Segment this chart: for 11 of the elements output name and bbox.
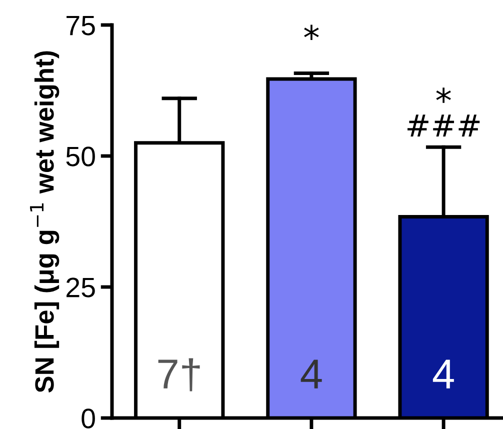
annotation: * (304, 24, 319, 40)
annotation: 4 (432, 360, 454, 388)
annotation: 4 (300, 360, 322, 388)
annotation: * (436, 88, 451, 103)
annotation: ### (408, 114, 480, 137)
annotation: 7† (158, 358, 200, 392)
y-tick-label: 0 (82, 408, 95, 428)
y-tick-label: 50 (66, 146, 95, 166)
y-tick-label: 75 (66, 16, 95, 36)
y-axis-title: SN [Fe] (μg g$^{−1}$ wet weight) (30, 51, 60, 393)
y-tick-label: 25 (66, 278, 95, 298)
